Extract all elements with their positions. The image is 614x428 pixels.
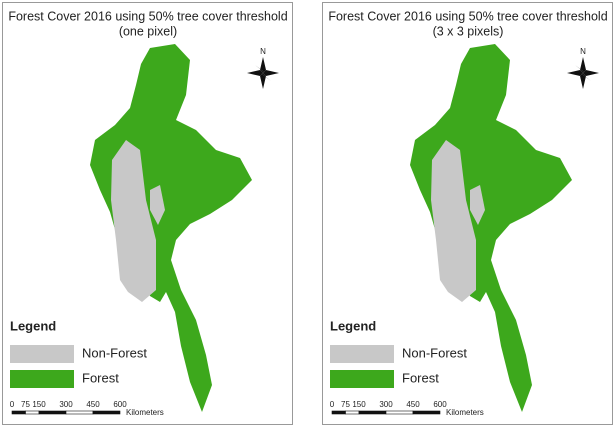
scale-unit: Kilometers: [126, 408, 164, 417]
map-title: Forest Cover 2016 using 50% tree cover t…: [8, 9, 287, 23]
scale-label: 150: [352, 400, 366, 409]
scale-segment: [65, 410, 94, 415]
scale-segment: [25, 410, 40, 415]
legend-label: Forest: [402, 370, 439, 385]
scale-label: 300: [379, 400, 393, 409]
map-subtitle: (one pixel): [119, 24, 177, 38]
map-subtitle: (3 x 3 pixels): [433, 24, 504, 38]
legend-swatch: [10, 370, 74, 388]
legend-label: Non-Forest: [82, 345, 147, 360]
panel-frame: [2, 2, 293, 425]
scale-unit: Kilometers: [446, 408, 484, 417]
north-arrow: [567, 57, 599, 89]
scale-label: 75: [341, 400, 350, 409]
scale-label: 300: [59, 400, 73, 409]
scale-segment: [412, 410, 441, 415]
scale-label: 450: [86, 400, 100, 409]
north-arrow: [247, 57, 279, 89]
scale-segment: [345, 410, 360, 415]
legend-title: Legend: [330, 318, 376, 333]
scale-segment: [358, 410, 387, 415]
legend-swatch: [330, 370, 394, 388]
panel-frame: [322, 2, 613, 425]
scale-label: 450: [406, 400, 420, 409]
legend-swatch: [10, 345, 74, 363]
north-label: N: [580, 47, 586, 56]
scale-label: 0: [10, 400, 15, 409]
scale-label: 0: [330, 400, 335, 409]
legend-swatch: [330, 345, 394, 363]
scale-segment: [331, 410, 346, 415]
legend-label: Non-Forest: [402, 345, 467, 360]
map-panel: Forest Cover 2016 using 50% tree cover t…: [2, 2, 293, 425]
scale-label: 75: [21, 400, 30, 409]
scale-label: 600: [433, 400, 447, 409]
legend-title: Legend: [10, 318, 56, 333]
scale-segment: [385, 410, 414, 415]
map-title: Forest Cover 2016 using 50% tree cover t…: [328, 9, 607, 23]
map-panel: Forest Cover 2016 using 50% tree cover t…: [322, 2, 613, 425]
scale-label: 600: [113, 400, 127, 409]
scale-segment: [38, 410, 67, 415]
scale-segment: [92, 410, 121, 415]
scale-label: 150: [32, 400, 46, 409]
scale-segment: [11, 410, 26, 415]
north-label: N: [260, 47, 266, 56]
legend-label: Forest: [82, 370, 119, 385]
